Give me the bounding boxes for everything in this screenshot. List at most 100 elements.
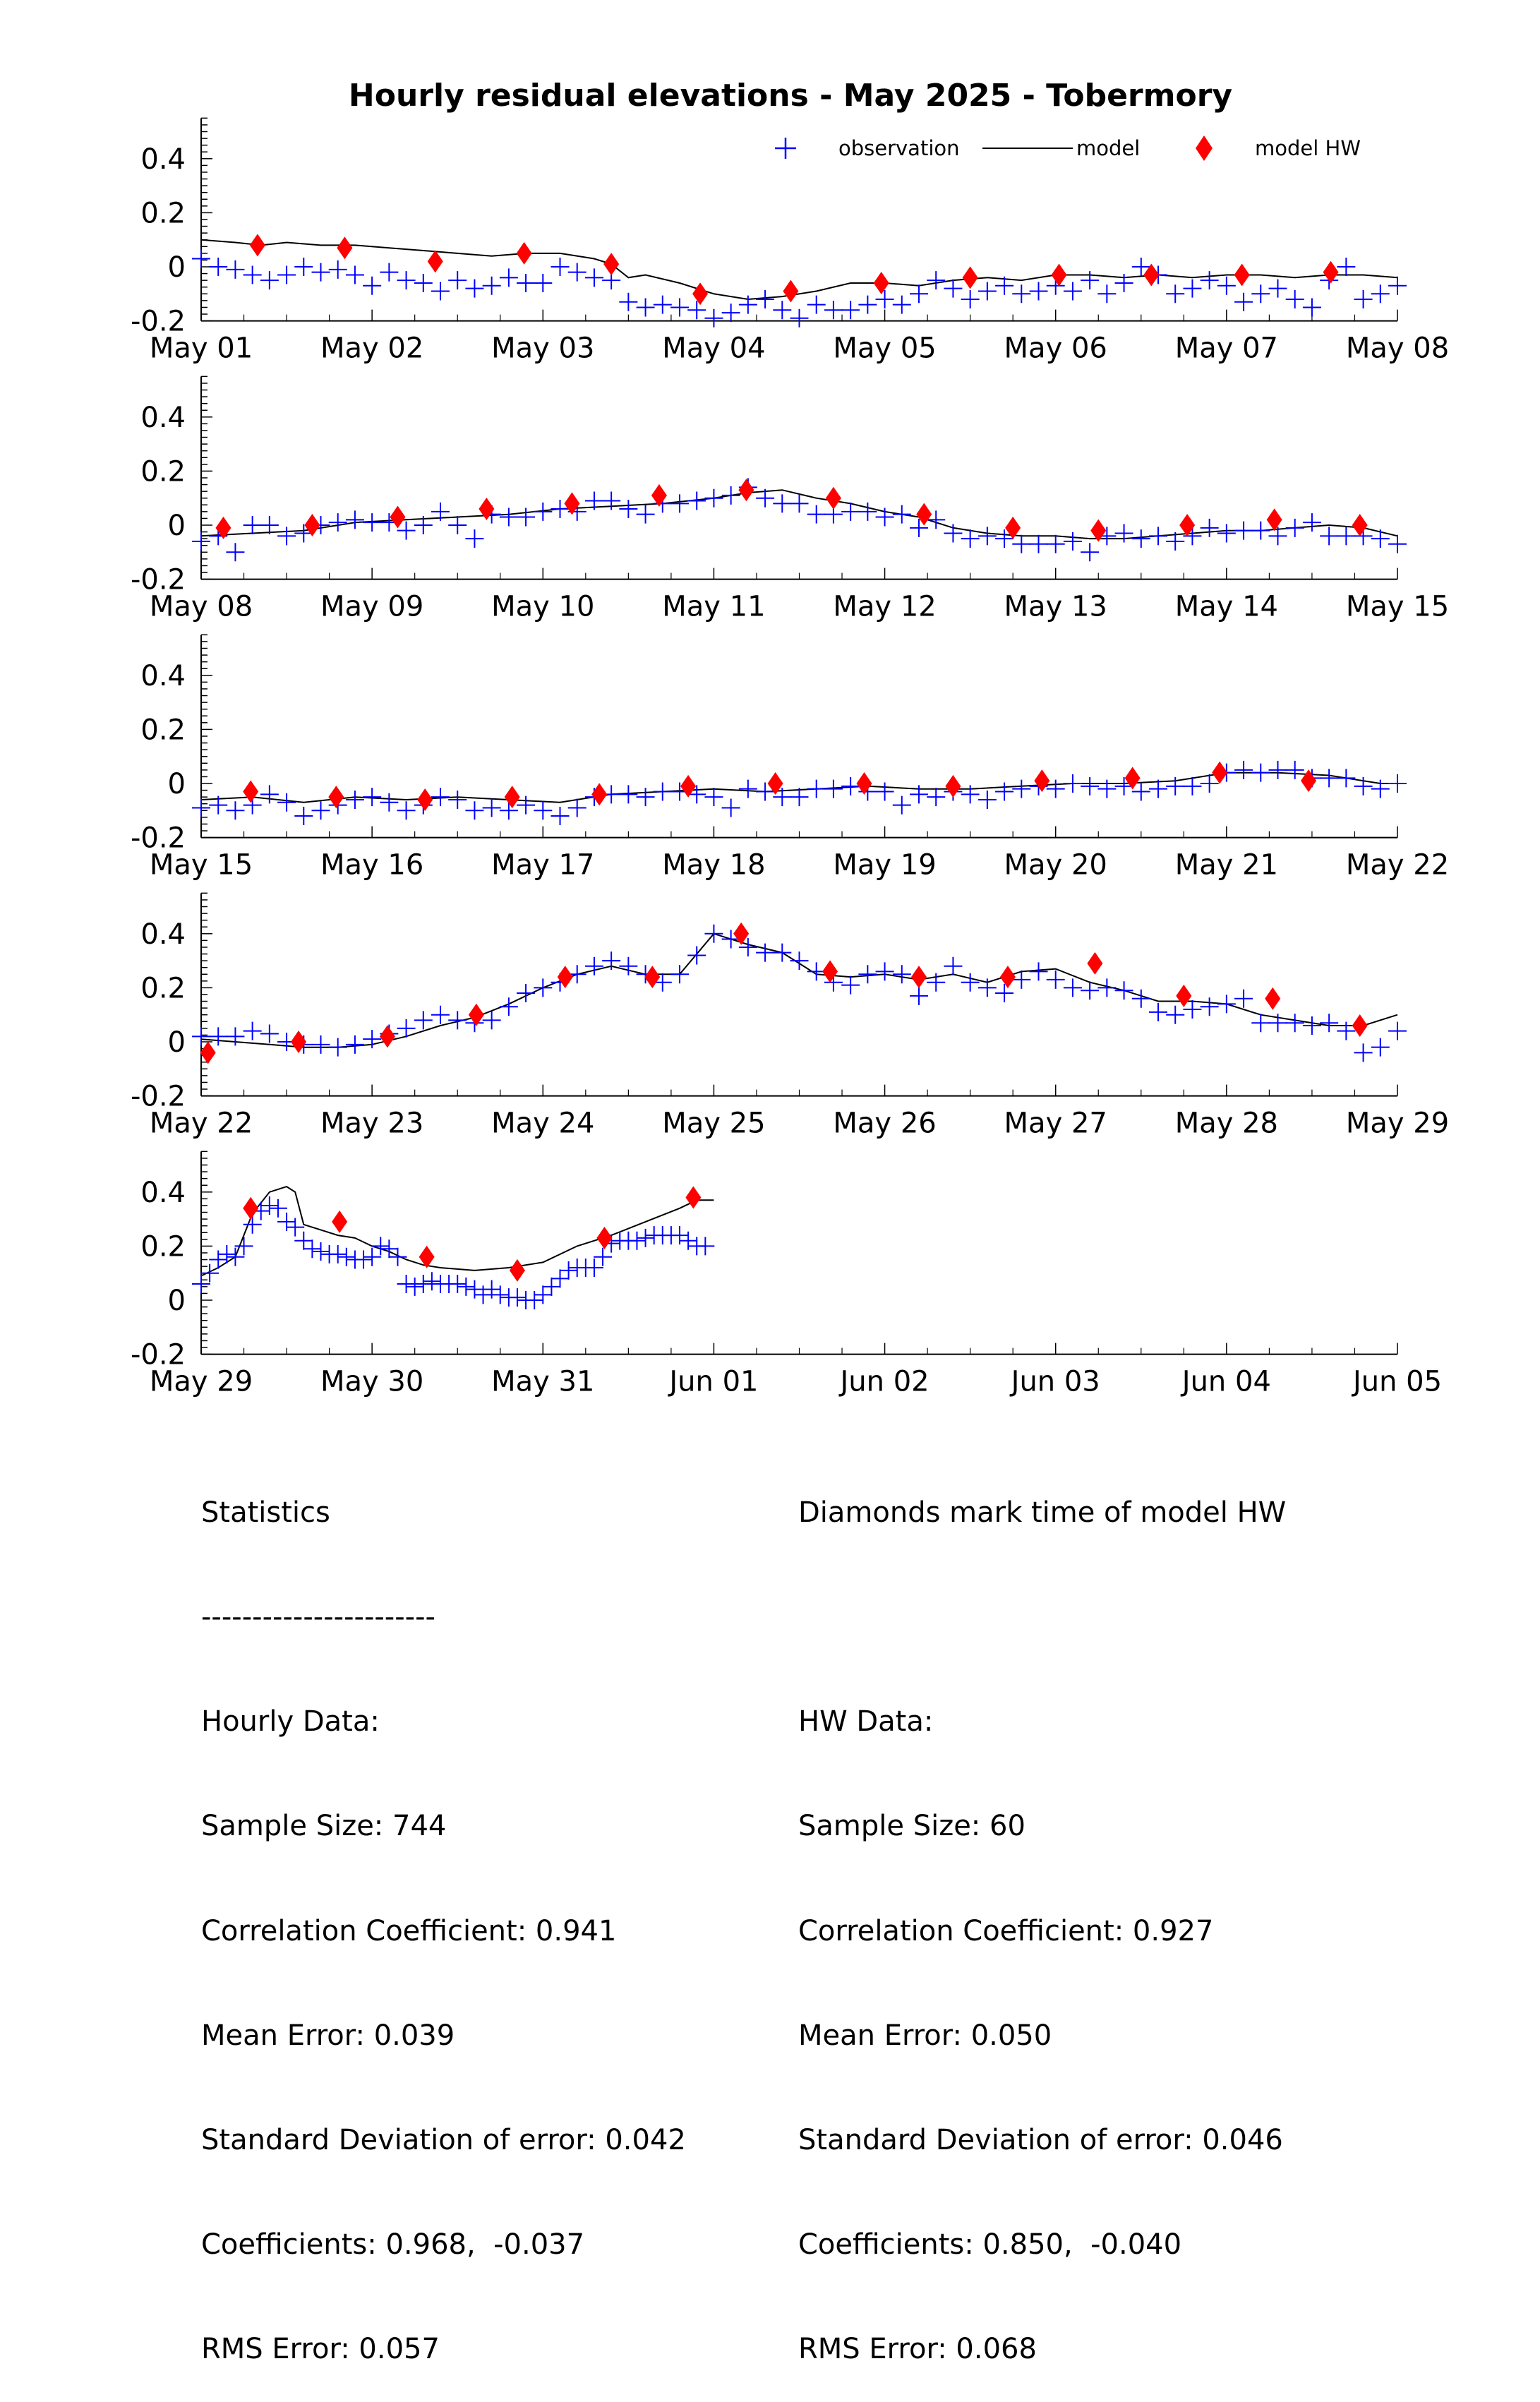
model-hw-diamond bbox=[557, 966, 573, 989]
model-hw-diamond bbox=[783, 280, 799, 303]
model-hw-diamond bbox=[1176, 984, 1192, 1007]
observation-point bbox=[354, 1250, 373, 1269]
observation-point bbox=[619, 785, 638, 804]
observation-point bbox=[704, 924, 723, 943]
y-tick-label: -0.2 bbox=[131, 306, 186, 338]
observation-point bbox=[1371, 284, 1390, 304]
model-hw-diamond bbox=[911, 966, 927, 989]
model-hw-diamond bbox=[419, 1245, 435, 1268]
y-tick-label: 0.4 bbox=[140, 918, 186, 951]
observation-point bbox=[286, 1218, 305, 1237]
y-tick-label: -0.2 bbox=[131, 1081, 186, 1113]
x-tick-label: May 03 bbox=[491, 332, 594, 365]
observation-point bbox=[200, 1263, 219, 1283]
observation-point bbox=[858, 965, 877, 984]
model-line bbox=[200, 932, 1398, 1048]
observation-point bbox=[1200, 271, 1219, 290]
model-hw-diamond bbox=[873, 271, 889, 294]
model-hw-diamond bbox=[1034, 769, 1050, 793]
observation-point bbox=[1029, 962, 1048, 981]
observation-point bbox=[1063, 774, 1082, 793]
observation-point bbox=[1320, 1014, 1339, 1033]
observation-point bbox=[858, 295, 877, 314]
observation-point bbox=[226, 801, 245, 820]
model-hw-diamond bbox=[651, 484, 667, 507]
observation-point bbox=[1012, 970, 1031, 989]
observation-point bbox=[841, 301, 860, 320]
observation-point bbox=[448, 790, 467, 809]
observation-point bbox=[1285, 518, 1304, 537]
observation-point bbox=[773, 301, 792, 320]
observation-point bbox=[927, 788, 946, 807]
model-hw-diamond bbox=[1352, 514, 1368, 536]
model-hw-diamond bbox=[603, 253, 620, 276]
observation-point bbox=[1131, 989, 1150, 1008]
observation-point bbox=[448, 516, 467, 534]
observation-point bbox=[1012, 284, 1031, 304]
observation-point bbox=[738, 779, 757, 798]
x-tick-label: May 28 bbox=[1175, 1107, 1278, 1140]
x-tick-label: Jun 03 bbox=[1009, 1366, 1100, 1398]
observation-point bbox=[807, 295, 826, 314]
observation-point bbox=[584, 956, 603, 975]
observation-point bbox=[1200, 997, 1219, 1016]
model-hw-diamond bbox=[916, 503, 932, 526]
observation-point bbox=[1371, 779, 1390, 798]
hourly-rms-error: RMS Error: 0.057 bbox=[201, 2333, 440, 2366]
model-hw-diamond bbox=[1323, 260, 1339, 284]
observation-point bbox=[1114, 776, 1133, 795]
observation-point bbox=[944, 524, 963, 543]
model-hw-diamond bbox=[738, 479, 754, 502]
observation-point bbox=[1046, 779, 1065, 798]
observation-point bbox=[584, 1259, 603, 1278]
observation-point bbox=[243, 265, 262, 284]
model-line bbox=[200, 239, 1398, 301]
x-tick-label: May 05 bbox=[833, 332, 936, 365]
y-tick-label: -0.2 bbox=[131, 822, 186, 855]
observation-point bbox=[721, 304, 740, 323]
observation-point bbox=[1149, 527, 1167, 546]
observation-point bbox=[961, 973, 980, 992]
observation-point bbox=[1268, 279, 1287, 298]
y-tick-label: 0 bbox=[168, 1026, 186, 1059]
y-tick-label: 0.2 bbox=[140, 1230, 186, 1263]
observation-point bbox=[268, 1199, 287, 1218]
observation-point bbox=[602, 491, 621, 510]
x-tick-label: May 31 bbox=[491, 1366, 594, 1398]
observation-point bbox=[927, 271, 946, 290]
observation-point bbox=[1337, 258, 1356, 276]
observation-point bbox=[567, 798, 586, 817]
stats-hourly: Statistics ----------------------- Hourl… bbox=[201, 1426, 686, 2402]
x-tick-label: May 04 bbox=[662, 332, 765, 365]
model-hw-diamond bbox=[1266, 508, 1282, 532]
observation-point bbox=[226, 543, 245, 562]
model-hw-diamond bbox=[1212, 761, 1228, 784]
observation-point bbox=[892, 295, 911, 314]
hw-note: Diamonds mark time of model HW bbox=[798, 1496, 1287, 1529]
x-tick-label: May 14 bbox=[1175, 591, 1278, 623]
x-tick-label: May 15 bbox=[1346, 591, 1449, 623]
observation-point bbox=[841, 776, 860, 795]
x-tick-label: May 20 bbox=[1004, 849, 1107, 882]
hw-spacer bbox=[798, 1600, 1286, 1635]
observation-point bbox=[294, 806, 313, 825]
chart-title: Hourly residual elevations - May 2025 - … bbox=[349, 78, 1232, 114]
observation-point bbox=[507, 1288, 527, 1307]
observation-point bbox=[910, 986, 928, 1005]
model-hw-diamond bbox=[1234, 263, 1250, 287]
observation-point bbox=[1081, 271, 1100, 290]
x-tick-label: May 02 bbox=[320, 332, 423, 365]
observation-point bbox=[328, 1038, 347, 1057]
model-hw-diamond bbox=[962, 266, 978, 289]
observation-point bbox=[1114, 981, 1133, 1000]
observation-point bbox=[790, 788, 809, 807]
model-hw-diamond bbox=[1087, 951, 1103, 975]
y-tick-label: 0.2 bbox=[140, 197, 186, 229]
observation-point bbox=[910, 284, 928, 304]
hw-correlation: Correlation Coefficient: 0.927 bbox=[798, 1914, 1214, 1947]
observation-point bbox=[892, 795, 911, 815]
observation-point bbox=[1268, 527, 1287, 546]
observation-point bbox=[474, 1285, 493, 1304]
